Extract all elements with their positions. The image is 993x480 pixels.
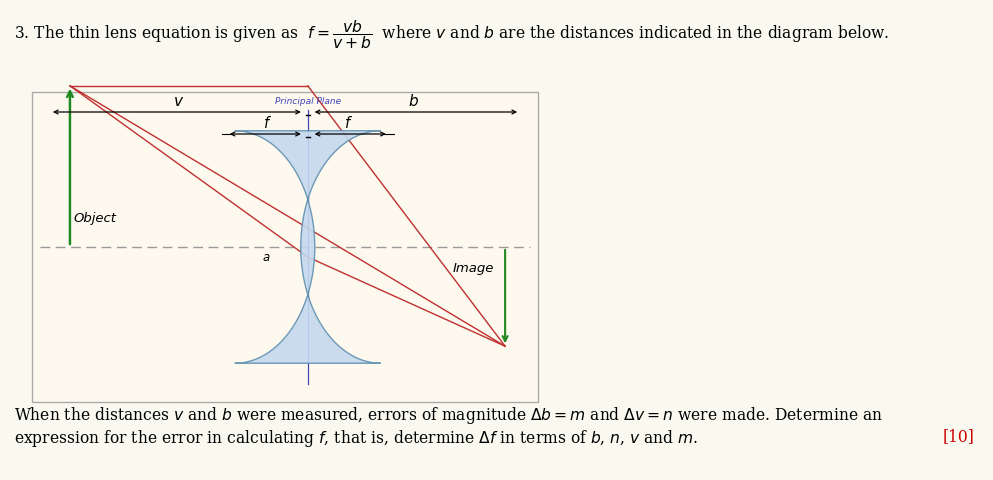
Text: Principal Plane: Principal Plane [275,97,341,106]
Text: $f$: $f$ [263,115,272,131]
Text: Object: Object [73,212,117,225]
Text: expression for the error in calculating $f$, that is, determine $\Delta f$ in te: expression for the error in calculating … [14,428,698,449]
Bar [32,92,538,402]
Text: When the distances $v$ and $b$ were measured, errors of magnitude $\Delta b = m$: When the distances $v$ and $b$ were meas… [14,405,883,426]
Text: 3. The thin lens equation is given as  $f = \dfrac{vb}{v+b}$  where $v$ and $b$ : 3. The thin lens equation is given as $f… [14,18,890,51]
Polygon shape [234,131,380,363]
Text: $a$: $a$ [262,251,270,264]
Text: $v$: $v$ [173,95,185,109]
Text: Image: Image [453,262,495,275]
Text: $b$: $b$ [408,93,419,109]
Text: [10]: [10] [943,428,975,445]
Text: $f$: $f$ [344,115,353,131]
